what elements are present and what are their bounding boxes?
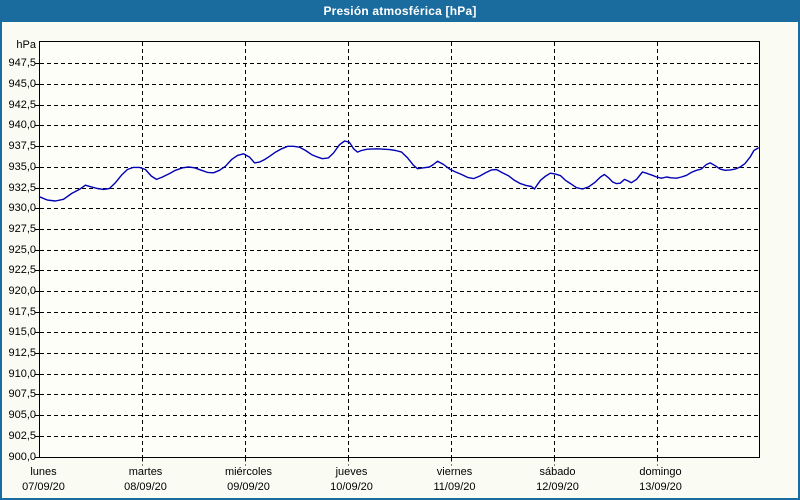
day-date-label: 09/09/20 [227, 481, 270, 493]
y-tick-label: 942,5 [8, 99, 36, 111]
y-tick-label: 910,0 [8, 368, 36, 380]
day-name-label: domingo [639, 466, 682, 478]
y-tick-label: 917,5 [8, 306, 36, 318]
day-name-label: viernes [436, 466, 473, 478]
y-tick-label: 937,5 [8, 140, 36, 152]
y-tick-label: 920,0 [8, 285, 36, 297]
day-name-label: sábado [539, 466, 576, 478]
day-date-label: 10/09/20 [330, 481, 373, 493]
y-tick-label: 915,0 [8, 326, 36, 338]
y-tick-label: 922,5 [8, 264, 36, 276]
day-date-label: 11/09/20 [433, 481, 476, 493]
y-tick-label: 932,5 [8, 182, 36, 194]
y-tick-label: 900,0 [8, 451, 36, 463]
y-tick-label: 912,5 [8, 347, 36, 359]
day-name-label: miércoles [224, 466, 273, 478]
day-name-label: martes [128, 466, 163, 478]
day-date-label: 13/09/20 [639, 481, 682, 493]
y-axis-unit-label: hPa [16, 39, 36, 51]
day-date-label: 07/09/20 [22, 481, 65, 493]
plot-border [39, 41, 760, 458]
window-titlebar: Presión atmosférica [hPa] [2, 2, 798, 22]
window-title: Presión atmosférica [hPa] [323, 4, 477, 18]
y-tick-label: 905,0 [8, 409, 36, 421]
day-date-label: 12/09/20 [536, 481, 579, 493]
y-tick-label: 935,0 [8, 161, 36, 173]
y-tick-label: 940,0 [8, 119, 36, 131]
y-tick-label: 902,5 [8, 430, 36, 442]
y-tick-label: 927,5 [8, 223, 36, 235]
day-name-label: lunes [30, 466, 57, 478]
y-tick-label: 945,0 [8, 78, 36, 90]
y-tick-label: 947,5 [8, 57, 36, 69]
y-tick-label: 907,5 [8, 388, 36, 400]
day-name-label: jueves [335, 466, 368, 478]
day-date-label: 08/09/20 [124, 481, 167, 493]
y-tick-label: 925,0 [8, 244, 36, 256]
y-tick-label: 930,0 [8, 202, 36, 214]
pressure-line [38, 140, 759, 202]
